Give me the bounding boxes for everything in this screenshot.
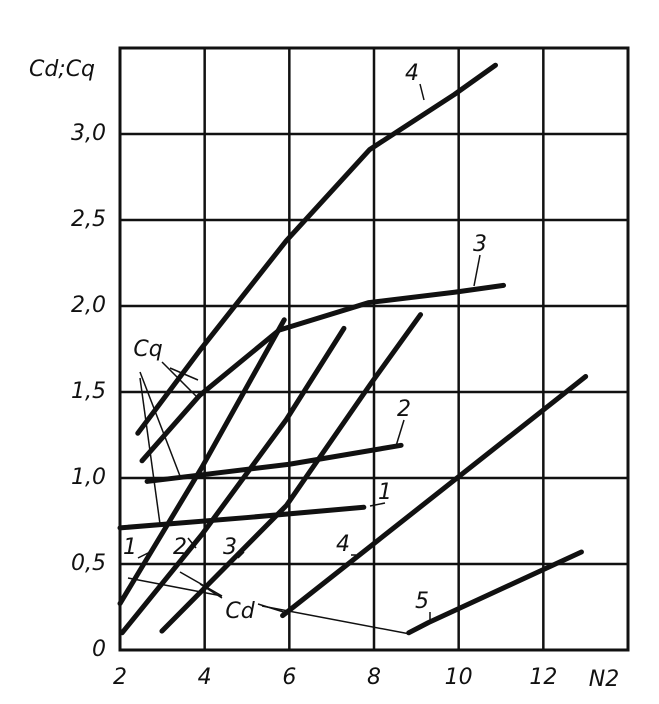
leader-line <box>419 83 425 101</box>
series-label: 3 <box>223 535 237 560</box>
series-label: 2 <box>173 535 187 560</box>
x-tick-label: 6 <box>282 665 296 690</box>
y-axis-label: Cd;Cq <box>29 57 95 82</box>
y-tick-label: 3,0 <box>71 121 106 146</box>
leader-line <box>199 583 223 599</box>
x-tick-label: 8 <box>367 665 381 690</box>
series-label: 3 <box>473 232 487 257</box>
leader-line <box>169 367 199 381</box>
y-tick-label: 2,5 <box>71 207 106 232</box>
y-tick-label: 0,5 <box>71 551 106 576</box>
x-axis-label: N2 <box>589 667 619 692</box>
y-tick-label: 0 <box>92 637 106 662</box>
x-tick-label: 12 <box>529 665 557 690</box>
series-line <box>117 504 367 531</box>
annotation: Cq <box>133 337 162 362</box>
leader-line <box>395 419 405 447</box>
annotation: Cd <box>225 599 255 624</box>
leader-line <box>473 254 481 287</box>
leader-line <box>261 605 411 635</box>
leader-line <box>161 361 199 399</box>
y-tick-label: 2,0 <box>71 293 106 318</box>
series-label: 2 <box>397 397 411 422</box>
leader-line <box>127 577 223 597</box>
leader-line <box>369 502 386 507</box>
leader-line <box>187 537 197 549</box>
series-line <box>159 312 424 634</box>
series-line <box>135 62 498 436</box>
series-line <box>280 374 589 619</box>
leader-line <box>139 371 181 477</box>
series-line <box>117 317 287 607</box>
x-tick-label: 10 <box>445 665 473 690</box>
series-line <box>144 442 404 484</box>
series-label: 5 <box>415 589 429 614</box>
leader-line <box>137 551 151 559</box>
series-line <box>406 549 584 636</box>
series-label: 4 <box>336 532 350 557</box>
y-tick-label: 1,0 <box>71 465 106 490</box>
y-tick-label: 1,5 <box>71 379 106 404</box>
series-label: 4 <box>405 61 419 86</box>
x-tick-label: 2 <box>113 665 127 690</box>
leader-line <box>139 377 161 525</box>
series-line <box>139 282 507 464</box>
series-label: 1 <box>123 535 137 560</box>
x-tick-label: 4 <box>198 665 212 690</box>
series-label: 1 <box>378 480 392 505</box>
leader-line <box>237 551 245 559</box>
